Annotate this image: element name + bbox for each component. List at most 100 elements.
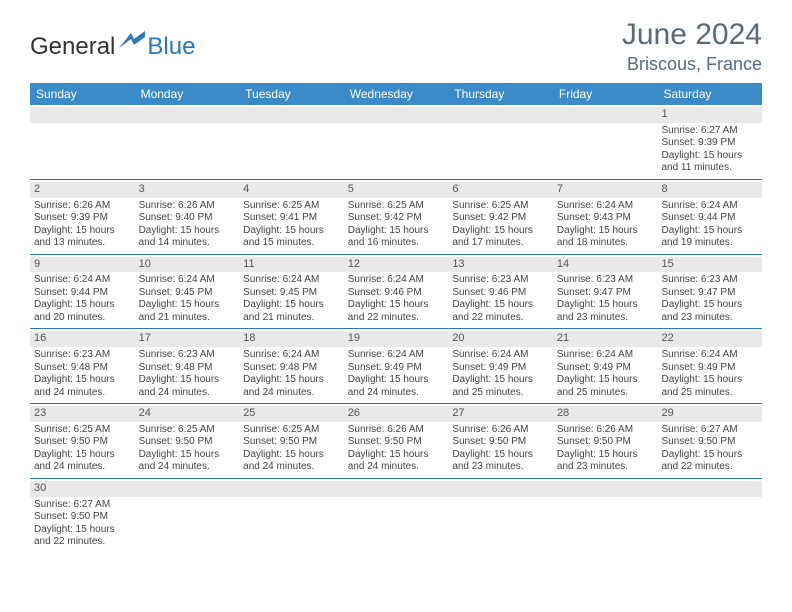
sunset-text: Sunset: 9:49 PM bbox=[661, 362, 758, 375]
sunrise-text: Sunrise: 6:24 AM bbox=[243, 349, 340, 362]
daylight-text: Daylight: 15 hours and 24 minutes. bbox=[348, 449, 445, 474]
sunrise-text: Sunrise: 6:27 AM bbox=[34, 499, 131, 512]
sunrise-text: Sunrise: 6:25 AM bbox=[34, 424, 131, 437]
sunrise-text: Sunrise: 6:26 AM bbox=[348, 424, 445, 437]
sunset-text: Sunset: 9:44 PM bbox=[34, 287, 131, 300]
logo-text-general: General bbox=[30, 33, 115, 61]
daylight-text: Daylight: 15 hours and 25 minutes. bbox=[452, 374, 549, 399]
day-cell: 1Sunrise: 6:27 AMSunset: 9:39 PMDaylight… bbox=[657, 105, 762, 179]
day-cell: 28Sunrise: 6:26 AMSunset: 9:50 PMDayligh… bbox=[553, 404, 658, 478]
daylight-text: Daylight: 15 hours and 17 minutes. bbox=[452, 225, 549, 250]
day-number: 30 bbox=[30, 481, 135, 497]
day-cell: 17Sunrise: 6:23 AMSunset: 9:48 PMDayligh… bbox=[135, 329, 240, 403]
weeks-container: 1Sunrise: 6:27 AMSunset: 9:39 PMDaylight… bbox=[30, 105, 762, 553]
day-cell: 19Sunrise: 6:24 AMSunset: 9:49 PMDayligh… bbox=[344, 329, 449, 403]
day-number bbox=[135, 107, 240, 123]
dow-cell: Monday bbox=[135, 83, 240, 105]
sunset-text: Sunset: 9:42 PM bbox=[452, 212, 549, 225]
day-cell: 2Sunrise: 6:26 AMSunset: 9:39 PMDaylight… bbox=[30, 180, 135, 254]
day-number: 24 bbox=[135, 406, 240, 422]
day-cell: 7Sunrise: 6:24 AMSunset: 9:43 PMDaylight… bbox=[553, 180, 658, 254]
day-number: 18 bbox=[239, 331, 344, 347]
day-number: 19 bbox=[344, 331, 449, 347]
day-number: 22 bbox=[657, 331, 762, 347]
sunrise-text: Sunrise: 6:25 AM bbox=[243, 200, 340, 213]
day-number: 15 bbox=[657, 257, 762, 273]
sunset-text: Sunset: 9:48 PM bbox=[243, 362, 340, 375]
sunrise-text: Sunrise: 6:23 AM bbox=[557, 274, 654, 287]
day-number: 25 bbox=[239, 406, 344, 422]
daylight-text: Daylight: 15 hours and 16 minutes. bbox=[348, 225, 445, 250]
week-row: 30Sunrise: 6:27 AMSunset: 9:50 PMDayligh… bbox=[30, 479, 762, 553]
sunset-text: Sunset: 9:39 PM bbox=[34, 212, 131, 225]
day-number bbox=[239, 107, 344, 123]
sunset-text: Sunset: 9:47 PM bbox=[557, 287, 654, 300]
daylight-text: Daylight: 15 hours and 13 minutes. bbox=[34, 225, 131, 250]
day-cell: 5Sunrise: 6:25 AMSunset: 9:42 PMDaylight… bbox=[344, 180, 449, 254]
sunrise-text: Sunrise: 6:24 AM bbox=[452, 349, 549, 362]
sunset-text: Sunset: 9:49 PM bbox=[452, 362, 549, 375]
sunset-text: Sunset: 9:49 PM bbox=[348, 362, 445, 375]
sunset-text: Sunset: 9:41 PM bbox=[243, 212, 340, 225]
sunrise-text: Sunrise: 6:26 AM bbox=[452, 424, 549, 437]
day-number: 12 bbox=[344, 257, 449, 273]
day-cell bbox=[135, 479, 240, 553]
dow-cell: Saturday bbox=[657, 83, 762, 105]
sunrise-text: Sunrise: 6:23 AM bbox=[661, 274, 758, 287]
dow-cell: Sunday bbox=[30, 83, 135, 105]
day-cell bbox=[239, 479, 344, 553]
sunset-text: Sunset: 9:50 PM bbox=[243, 436, 340, 449]
daylight-text: Daylight: 15 hours and 25 minutes. bbox=[661, 374, 758, 399]
day-number: 17 bbox=[135, 331, 240, 347]
day-number: 1 bbox=[657, 107, 762, 123]
sunrise-text: Sunrise: 6:24 AM bbox=[139, 274, 236, 287]
daylight-text: Daylight: 15 hours and 22 minutes. bbox=[348, 299, 445, 324]
day-cell: 9Sunrise: 6:24 AMSunset: 9:44 PMDaylight… bbox=[30, 255, 135, 329]
day-cell: 29Sunrise: 6:27 AMSunset: 9:50 PMDayligh… bbox=[657, 404, 762, 478]
day-cell: 18 Sunrise: 6:24 AMSunset: 9:48 PMDayligh… bbox=[239, 329, 344, 403]
day-cell bbox=[344, 105, 449, 179]
sunrise-text: Sunrise: 6:25 AM bbox=[243, 424, 340, 437]
day-cell bbox=[448, 479, 553, 553]
sunset-text: Sunset: 9:50 PM bbox=[139, 436, 236, 449]
daylight-text: Daylight: 15 hours and 11 minutes. bbox=[661, 150, 758, 175]
sunset-text: Sunset: 9:50 PM bbox=[348, 436, 445, 449]
week-row: 16Sunrise: 6:23 AMSunset: 9:48 PMDayligh… bbox=[30, 329, 762, 404]
sunset-text: Sunset: 9:48 PM bbox=[34, 362, 131, 375]
daylight-text: Daylight: 15 hours and 24 minutes. bbox=[243, 449, 340, 474]
day-number bbox=[448, 107, 553, 123]
daylight-text: Daylight: 15 hours and 24 minutes. bbox=[243, 374, 340, 399]
sunset-text: Sunset: 9:40 PM bbox=[139, 212, 236, 225]
sunrise-text: Sunrise: 6:27 AM bbox=[661, 424, 758, 437]
sunset-text: Sunset: 9:46 PM bbox=[348, 287, 445, 300]
day-cell: 21Sunrise: 6:24 AMSunset: 9:49 PMDayligh… bbox=[553, 329, 658, 403]
daylight-text: Daylight: 15 hours and 24 minutes. bbox=[139, 449, 236, 474]
daylight-text: Daylight: 15 hours and 24 minutes. bbox=[348, 374, 445, 399]
day-number: 23 bbox=[30, 406, 135, 422]
day-cell bbox=[553, 105, 658, 179]
day-number bbox=[448, 481, 553, 497]
day-cell: 8Sunrise: 6:24 AMSunset: 9:44 PMDaylight… bbox=[657, 180, 762, 254]
daylight-text: Daylight: 15 hours and 23 minutes. bbox=[452, 449, 549, 474]
daylight-text: Daylight: 15 hours and 25 minutes. bbox=[557, 374, 654, 399]
day-cell: 3Sunrise: 6:26 AMSunset: 9:40 PMDaylight… bbox=[135, 180, 240, 254]
day-cell: 10Sunrise: 6:24 AMSunset: 9:45 PMDayligh… bbox=[135, 255, 240, 329]
sunrise-text: Sunrise: 6:24 AM bbox=[348, 274, 445, 287]
day-number bbox=[657, 481, 762, 497]
sunrise-text: Sunrise: 6:25 AM bbox=[348, 200, 445, 213]
day-number: 9 bbox=[30, 257, 135, 273]
sunrise-text: Sunrise: 6:23 AM bbox=[139, 349, 236, 362]
daylight-text: Daylight: 15 hours and 15 minutes. bbox=[243, 225, 340, 250]
day-number: 21 bbox=[553, 331, 658, 347]
dow-cell: Tuesday bbox=[239, 83, 344, 105]
sunrise-text: Sunrise: 6:24 AM bbox=[557, 349, 654, 362]
day-cell: 12Sunrise: 6:24 AMSunset: 9:46 PMDayligh… bbox=[344, 255, 449, 329]
day-number: 5 bbox=[344, 182, 449, 198]
day-cell: 26Sunrise: 6:26 AMSunset: 9:50 PMDayligh… bbox=[344, 404, 449, 478]
sunset-text: Sunset: 9:50 PM bbox=[661, 436, 758, 449]
daylight-text: Daylight: 15 hours and 24 minutes. bbox=[34, 374, 131, 399]
daylight-text: Daylight: 15 hours and 22 minutes. bbox=[661, 449, 758, 474]
logo-text-blue: Blue bbox=[147, 33, 195, 61]
sunset-text: Sunset: 9:50 PM bbox=[452, 436, 549, 449]
day-number bbox=[239, 481, 344, 497]
